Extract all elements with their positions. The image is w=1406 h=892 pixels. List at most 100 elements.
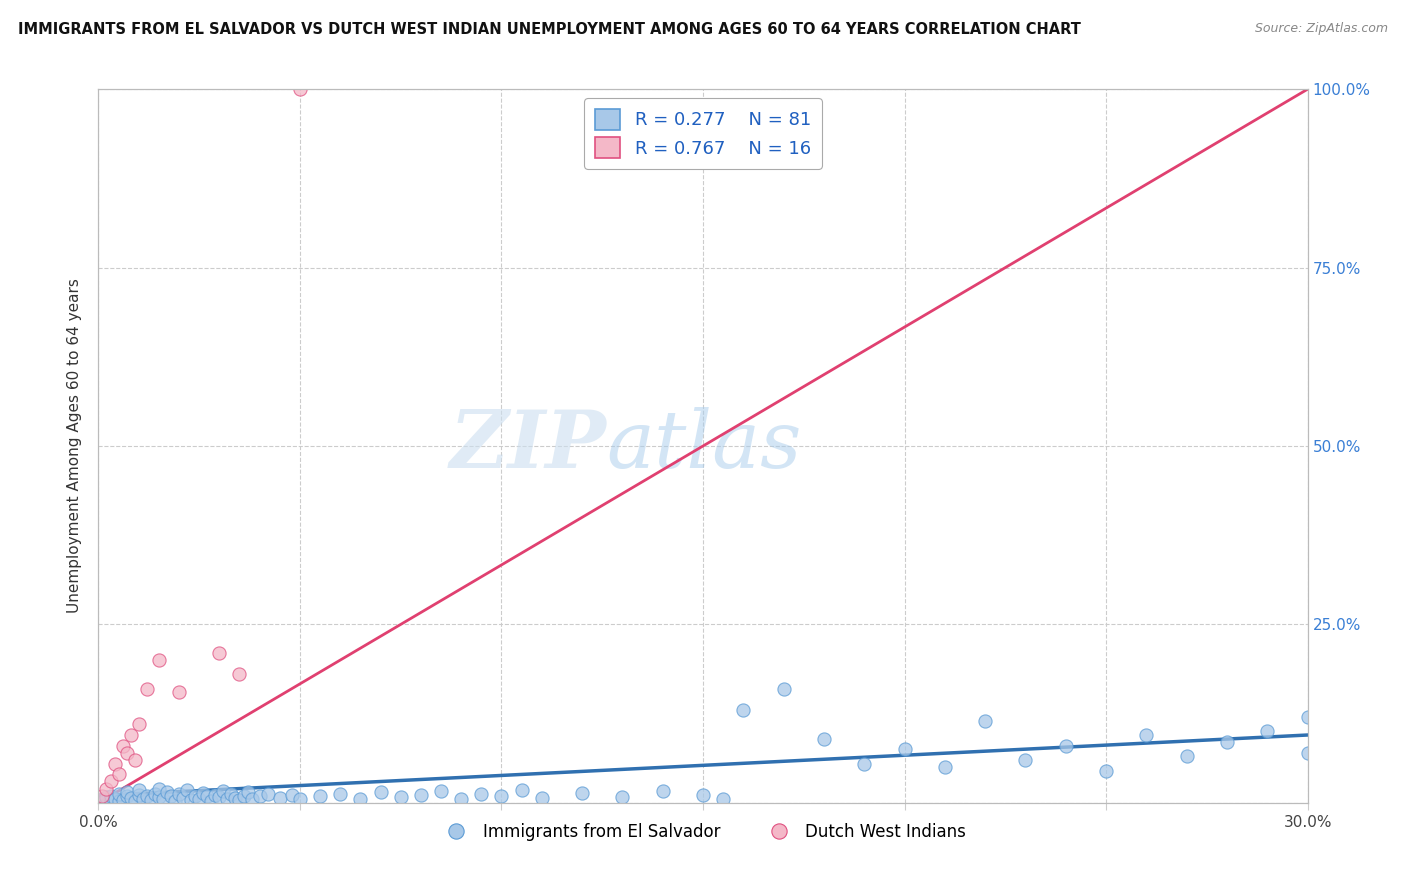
Point bbox=[180, 793, 202, 807]
Legend: Immigrants from El Salvador, Dutch West Indians: Immigrants from El Salvador, Dutch West … bbox=[433, 817, 973, 848]
Point bbox=[733, 703, 755, 717]
Point bbox=[172, 790, 194, 805]
Point bbox=[128, 717, 150, 731]
Point bbox=[813, 731, 835, 746]
Point bbox=[228, 793, 250, 807]
Point bbox=[188, 791, 211, 805]
Point bbox=[128, 783, 150, 797]
Point bbox=[91, 792, 114, 806]
Point bbox=[530, 790, 553, 805]
Point bbox=[240, 791, 263, 805]
Point bbox=[772, 681, 794, 696]
Point bbox=[389, 790, 412, 805]
Point bbox=[115, 785, 138, 799]
Text: IMMIGRANTS FROM EL SALVADOR VS DUTCH WEST INDIAN UNEMPLOYMENT AMONG AGES 60 TO 6: IMMIGRANTS FROM EL SALVADOR VS DUTCH WES… bbox=[18, 22, 1081, 37]
Point bbox=[132, 791, 155, 805]
Text: atlas: atlas bbox=[606, 408, 801, 484]
Point bbox=[409, 788, 432, 802]
Point bbox=[204, 788, 226, 802]
Point bbox=[236, 785, 259, 799]
Point bbox=[232, 789, 254, 803]
Point bbox=[1135, 728, 1157, 742]
Point bbox=[692, 788, 714, 802]
Point bbox=[195, 789, 218, 804]
Point bbox=[200, 794, 222, 808]
Point bbox=[100, 774, 122, 789]
Point bbox=[1054, 739, 1077, 753]
Point bbox=[1216, 735, 1239, 749]
Point bbox=[612, 790, 634, 805]
Point bbox=[124, 794, 146, 808]
Point bbox=[148, 781, 170, 796]
Point bbox=[288, 792, 311, 806]
Point bbox=[208, 646, 231, 660]
Point bbox=[111, 793, 134, 807]
Point bbox=[148, 790, 170, 805]
Point bbox=[115, 746, 138, 760]
Point bbox=[152, 792, 174, 806]
Point bbox=[143, 787, 166, 801]
Point bbox=[1175, 749, 1198, 764]
Point bbox=[571, 786, 593, 800]
Point bbox=[1296, 746, 1319, 760]
Point bbox=[148, 653, 170, 667]
Point bbox=[651, 783, 673, 797]
Point bbox=[1095, 764, 1118, 778]
Point bbox=[167, 787, 190, 801]
Point bbox=[711, 792, 734, 806]
Point bbox=[212, 784, 235, 798]
Point bbox=[163, 794, 186, 808]
Point bbox=[176, 783, 198, 797]
Text: Source: ZipAtlas.com: Source: ZipAtlas.com bbox=[1254, 22, 1388, 36]
Point bbox=[208, 790, 231, 805]
Point bbox=[269, 790, 291, 805]
Point bbox=[224, 790, 246, 805]
Point bbox=[974, 714, 997, 728]
Text: ZIP: ZIP bbox=[450, 408, 606, 484]
Point bbox=[1014, 753, 1036, 767]
Point bbox=[120, 728, 142, 742]
Point bbox=[111, 739, 134, 753]
Point bbox=[160, 789, 183, 804]
Point bbox=[96, 790, 118, 805]
Point bbox=[107, 787, 129, 801]
Point bbox=[167, 685, 190, 699]
Point bbox=[135, 681, 157, 696]
Point bbox=[228, 667, 250, 681]
Point bbox=[281, 788, 304, 802]
Point bbox=[430, 784, 453, 798]
Point bbox=[450, 791, 472, 805]
Point bbox=[184, 789, 207, 803]
Point bbox=[1296, 710, 1319, 724]
Point bbox=[107, 767, 129, 781]
Point bbox=[139, 793, 162, 807]
Point bbox=[193, 786, 215, 800]
Point bbox=[1256, 724, 1278, 739]
Point bbox=[103, 756, 125, 771]
Point bbox=[510, 783, 533, 797]
Point bbox=[853, 756, 876, 771]
Point bbox=[107, 794, 129, 808]
Point bbox=[91, 789, 114, 803]
Point bbox=[249, 789, 271, 804]
Point bbox=[221, 787, 243, 801]
Point bbox=[96, 781, 118, 796]
Point bbox=[288, 82, 311, 96]
Point bbox=[103, 791, 125, 805]
Point bbox=[370, 785, 392, 799]
Point bbox=[100, 794, 122, 808]
Point bbox=[309, 789, 332, 804]
Point bbox=[115, 789, 138, 804]
Point bbox=[349, 791, 371, 805]
Y-axis label: Unemployment Among Ages 60 to 64 years: Unemployment Among Ages 60 to 64 years bbox=[67, 278, 83, 614]
Point bbox=[128, 788, 150, 802]
Point bbox=[120, 790, 142, 805]
Point bbox=[135, 789, 157, 803]
Point bbox=[893, 742, 915, 756]
Point bbox=[100, 789, 122, 803]
Point bbox=[470, 787, 492, 801]
Point bbox=[156, 785, 179, 799]
Point bbox=[934, 760, 956, 774]
Point bbox=[329, 787, 352, 801]
Point bbox=[124, 753, 146, 767]
